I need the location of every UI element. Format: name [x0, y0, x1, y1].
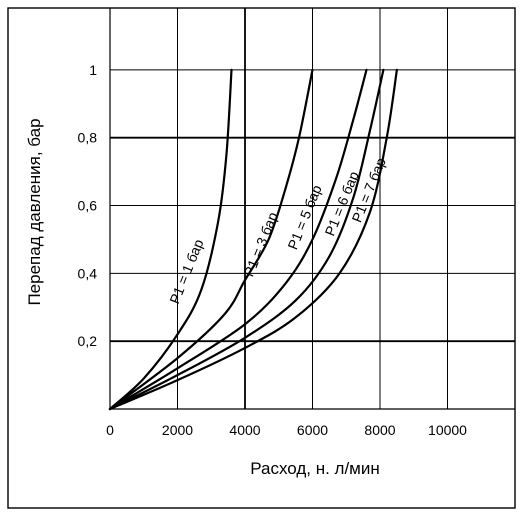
x-tick-label: 2000: [162, 422, 193, 438]
series-label-1: P1 = 1 бар: [166, 237, 206, 306]
y-axis-label: Перепад давления, бар: [25, 118, 44, 305]
series-line-5: [108, 68, 398, 411]
series-line-4: [108, 68, 385, 411]
curves: [108, 68, 398, 411]
y-tick-labels: 0,2 0,4 0,6 0,8 1: [78, 62, 98, 349]
series-line-3: [108, 68, 368, 411]
series-line-1: [108, 68, 233, 411]
x-tick-label: 10000: [428, 422, 467, 438]
y-tick-label: 1: [89, 62, 97, 78]
x-tick-label: 6000: [297, 422, 328, 438]
series-line-2: [108, 68, 314, 411]
x-tick-labels: 0 2000 4000 6000 8000 10000: [106, 422, 467, 438]
x-tick-label: 8000: [364, 422, 395, 438]
grid: [109, 8, 516, 410]
series-label-2: P1 = 3 бар: [240, 210, 280, 279]
x-tick-label: 4000: [229, 422, 260, 438]
series-label-3: P1 = 5 бар: [284, 182, 324, 251]
x-tick-label: 0: [106, 422, 114, 438]
y-tick-label: 0,2: [78, 333, 98, 349]
x-axis-label: Расход, н. л/мин: [250, 459, 380, 478]
y-tick-label: 0,8: [78, 130, 98, 146]
y-tick-label: 0,6: [78, 198, 98, 214]
y-tick-label: 0,4: [78, 265, 98, 281]
